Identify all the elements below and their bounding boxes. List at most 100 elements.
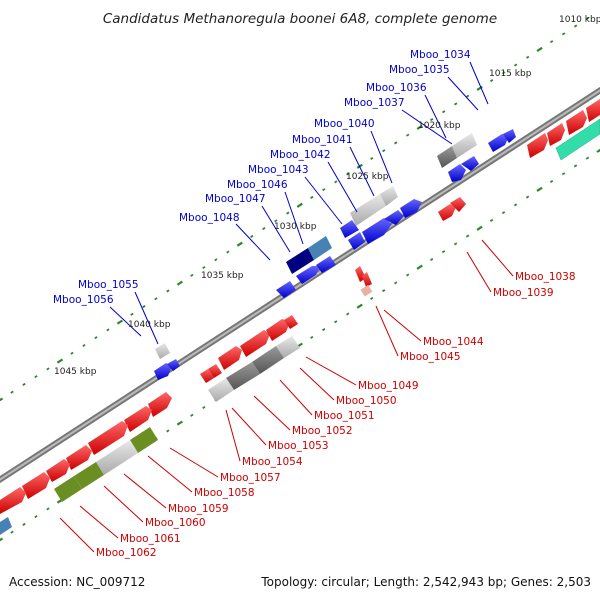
gene-label[interactable]: Mboo_1059	[168, 503, 229, 515]
gene-grey[interactable]	[208, 378, 234, 402]
gene-red[interactable]	[148, 392, 172, 417]
gene-blue[interactable]	[400, 199, 422, 218]
gene-label[interactable]: Mboo_1056	[53, 294, 114, 306]
gene-label[interactable]: Mboo_1039	[493, 287, 554, 299]
tick-mark	[501, 211, 506, 215]
leader-line	[284, 191, 304, 245]
gene-label[interactable]: Mboo_1047	[205, 193, 266, 205]
gene-blue[interactable]	[167, 359, 180, 371]
gene-blue[interactable]	[488, 134, 510, 152]
tick-mark	[322, 188, 326, 192]
gene-grey[interactable]	[380, 186, 398, 206]
gene-label[interactable]: Mboo_1048	[179, 212, 240, 224]
gene-label[interactable]: Mboo_1035	[389, 64, 450, 76]
tick-mark	[430, 257, 434, 261]
gene-blue[interactable]	[461, 156, 479, 171]
gene-blue[interactable]	[503, 129, 516, 143]
leader-line	[299, 367, 335, 401]
gene-green[interactable]	[74, 462, 104, 489]
tick-mark	[416, 124, 423, 130]
gene-blue[interactable]	[448, 164, 466, 182]
gene-red[interactable]	[450, 197, 466, 212]
map-title: Candidatus Methanoregula boonei 6A8, com…	[103, 11, 497, 27]
gene-grey[interactable]	[452, 133, 477, 158]
gene-blue[interactable]	[296, 266, 320, 284]
gene-label[interactable]: Mboo_1062	[96, 547, 157, 559]
gene-label[interactable]: Mboo_1042	[270, 149, 331, 161]
gene-label[interactable]: Mboo_1043	[248, 164, 309, 176]
gene-label[interactable]: Mboo_1054	[242, 456, 303, 468]
gene-red[interactable]	[218, 346, 242, 370]
gene-red[interactable]	[200, 369, 214, 383]
gene-grey[interactable]	[96, 440, 138, 475]
gene-grey[interactable]	[350, 194, 386, 226]
gene-blue[interactable]	[154, 363, 172, 380]
tick-mark	[334, 180, 338, 184]
gene-blue[interactable]	[362, 218, 392, 244]
gene-red[interactable]	[284, 315, 298, 329]
gene-label[interactable]: Mboo_1057	[220, 472, 281, 484]
gene-dark[interactable]	[437, 146, 457, 168]
gene-label[interactable]: Mboo_1040	[314, 118, 375, 130]
tick-mark	[116, 319, 123, 325]
leader-line	[481, 239, 514, 277]
gene-labels-forward: Mboo_1034 Mboo_1035 Mboo_1036 Mboo_1037 …	[53, 49, 471, 306]
gene-label[interactable]: Mboo_1037	[344, 97, 405, 109]
gene-label[interactable]: Mboo_1041	[292, 134, 353, 146]
gene-red[interactable]	[438, 204, 456, 221]
gene-blue[interactable]	[348, 232, 365, 250]
gene-navy[interactable]	[286, 248, 314, 274]
gene-label[interactable]: Mboo_1060	[145, 517, 206, 529]
gene-red[interactable]	[124, 406, 152, 432]
gene-blue[interactable]	[276, 281, 296, 298]
gene-pseudo[interactable]	[360, 284, 373, 297]
gene-red[interactable]	[362, 272, 372, 287]
gene-grey[interactable]	[155, 343, 170, 359]
gene-red[interactable]	[208, 364, 222, 378]
leader-line	[109, 306, 142, 337]
gene-blue[interactable]	[340, 220, 359, 238]
gene-label[interactable]: Mboo_1034	[410, 49, 471, 61]
gene-label[interactable]: Mboo_1038	[515, 271, 576, 283]
gene-green[interactable]	[54, 476, 82, 502]
gene-red[interactable]	[66, 445, 92, 470]
gene-blue[interactable]	[384, 210, 404, 225]
tick-mark	[466, 94, 470, 98]
gene-label[interactable]: Mboo_1049	[358, 380, 419, 392]
gene-lightblue[interactable]	[0, 517, 12, 535]
gene-label[interactable]: Mboo_1052	[292, 425, 353, 437]
gene-teal[interactable]	[555, 118, 600, 161]
gene-blue[interactable]	[316, 256, 336, 273]
gene-red[interactable]	[266, 319, 290, 341]
gene-red[interactable]	[566, 110, 587, 135]
gene-red[interactable]	[240, 330, 270, 357]
gene-lightblue[interactable]	[308, 236, 332, 260]
gene-label[interactable]: Mboo_1058	[194, 487, 255, 499]
gene-red[interactable]	[88, 421, 128, 455]
gene-red[interactable]	[527, 133, 548, 158]
gene-label[interactable]: Mboo_1036	[366, 82, 427, 94]
tick-mark	[416, 264, 423, 270]
gene-dark[interactable]	[252, 346, 284, 374]
gene-label[interactable]: Mboo_1053	[268, 440, 329, 452]
gene-red[interactable]	[547, 123, 565, 146]
gene-label[interactable]: Mboo_1045	[400, 351, 461, 363]
gene-label[interactable]: Mboo_1044	[423, 336, 484, 348]
gene-label[interactable]: Mboo_1050	[336, 395, 397, 407]
gene-grey[interactable]	[276, 336, 300, 358]
gene-label[interactable]: Mboo_1061	[120, 533, 181, 545]
gene-label[interactable]: Mboo_1046	[227, 179, 288, 191]
tick-mark	[226, 250, 230, 254]
gene-label[interactable]: Mboo_1055	[78, 279, 139, 291]
tick-mark	[202, 406, 206, 410]
tick-mark	[190, 273, 194, 277]
gene-green[interactable]	[130, 427, 158, 453]
gene-red[interactable]	[586, 99, 600, 122]
tick-mark	[142, 305, 146, 309]
gene-red[interactable]	[22, 472, 50, 499]
gene-label[interactable]: Mboo_1051	[314, 410, 375, 422]
gene-dark[interactable]	[226, 362, 260, 390]
gene-red[interactable]	[0, 487, 26, 514]
gene-red[interactable]	[46, 459, 70, 482]
tick-mark	[286, 211, 290, 215]
